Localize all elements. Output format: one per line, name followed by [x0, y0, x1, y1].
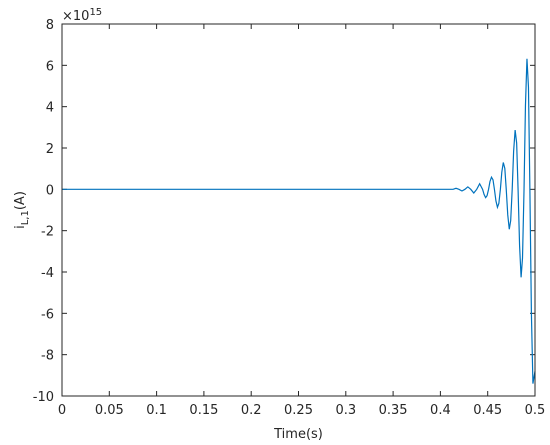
y-label-sub: L,1	[20, 210, 31, 225]
x-tick-label: 0.15	[189, 403, 218, 418]
axes-box	[61, 23, 536, 397]
y-tick-label: -4	[41, 266, 54, 281]
x-tick-label: 0	[58, 403, 66, 418]
x-axis-label: Time(s)	[273, 427, 323, 442]
x-tick-label: 0.45	[473, 403, 502, 418]
y-label-main: i	[13, 225, 28, 229]
exponent: ×1015	[62, 7, 102, 24]
data-line	[62, 58, 536, 384]
y-tick-label: 0	[46, 183, 54, 198]
exponent-base: ×10	[62, 9, 89, 24]
y-axis-label: iL,1(A)	[13, 191, 31, 229]
x-tick-label: 0.1	[146, 403, 167, 418]
x-tick-label: 0.2	[241, 403, 262, 418]
y-tick-label: 6	[46, 59, 54, 74]
y-tick-label: -6	[41, 307, 54, 322]
y-tick-label: 2	[46, 142, 54, 157]
y-tick-label: -8	[41, 349, 54, 364]
x-tick-label: 0.05	[95, 403, 124, 418]
y-tick-label: -2	[41, 225, 54, 240]
x-tick-label: 0.25	[284, 403, 313, 418]
y-tick-label: -10	[33, 390, 54, 405]
y-tick-label: 8	[46, 18, 54, 33]
x-tick-label: 0.3	[335, 403, 356, 418]
x-tick-label: 0.35	[379, 403, 408, 418]
x-tick-label: 0.5	[525, 403, 546, 418]
x-tick-label: 0.4	[430, 403, 451, 418]
y-label-unit: (A)	[13, 191, 28, 210]
exponent-power: 15	[89, 7, 102, 18]
y-tick-label: 4	[46, 101, 54, 116]
